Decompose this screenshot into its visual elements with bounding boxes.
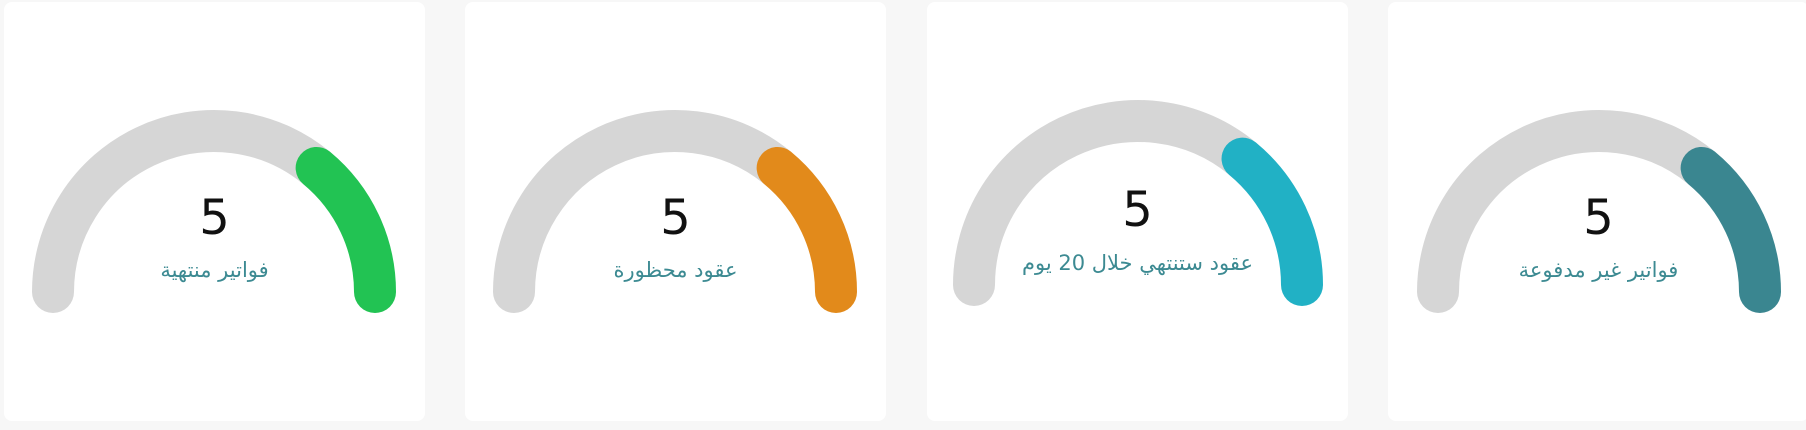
gauge-card-unpaid-invoices[interactable]: 5 فواتير غير مدفوعة: [1388, 2, 1806, 421]
gauge-fill: [295, 146, 396, 313]
gauge-track: [493, 110, 799, 313]
gauge-track: [32, 110, 338, 313]
gauge-card-expired-invoices[interactable]: 5 فواتير منتهية: [4, 2, 425, 421]
gauge-value: 5: [1583, 190, 1614, 246]
gauge-label: فواتير غير مدفوعة: [1518, 258, 1679, 282]
gauge-fill: [756, 146, 857, 313]
gauge-label: عقود محظورة: [613, 258, 738, 282]
gauge-card-contracts-expiring-20-days[interactable]: 5 عقود ستنتهي خلال 20 يوم: [927, 2, 1348, 421]
gauge-chart: [493, 110, 857, 313]
gauge-chart: [953, 100, 1323, 306]
gauge-chart: [1417, 110, 1781, 313]
gauge-label: عقود ستنتهي خلال 20 يوم: [1021, 251, 1254, 275]
gauge-track: [953, 100, 1264, 306]
gauge-fill: [1221, 137, 1323, 306]
gauge-chart: [32, 110, 396, 313]
gauge-value: 5: [199, 190, 230, 246]
gauge-track: [1417, 110, 1723, 313]
gauge-fill: [1680, 146, 1781, 313]
gauge-value: 5: [1122, 182, 1153, 238]
gauge-label: فواتير منتهية: [160, 258, 269, 282]
gauge-value: 5: [660, 190, 691, 246]
gauge-card-blocked-contracts[interactable]: 5 عقود محظورة: [465, 2, 886, 421]
